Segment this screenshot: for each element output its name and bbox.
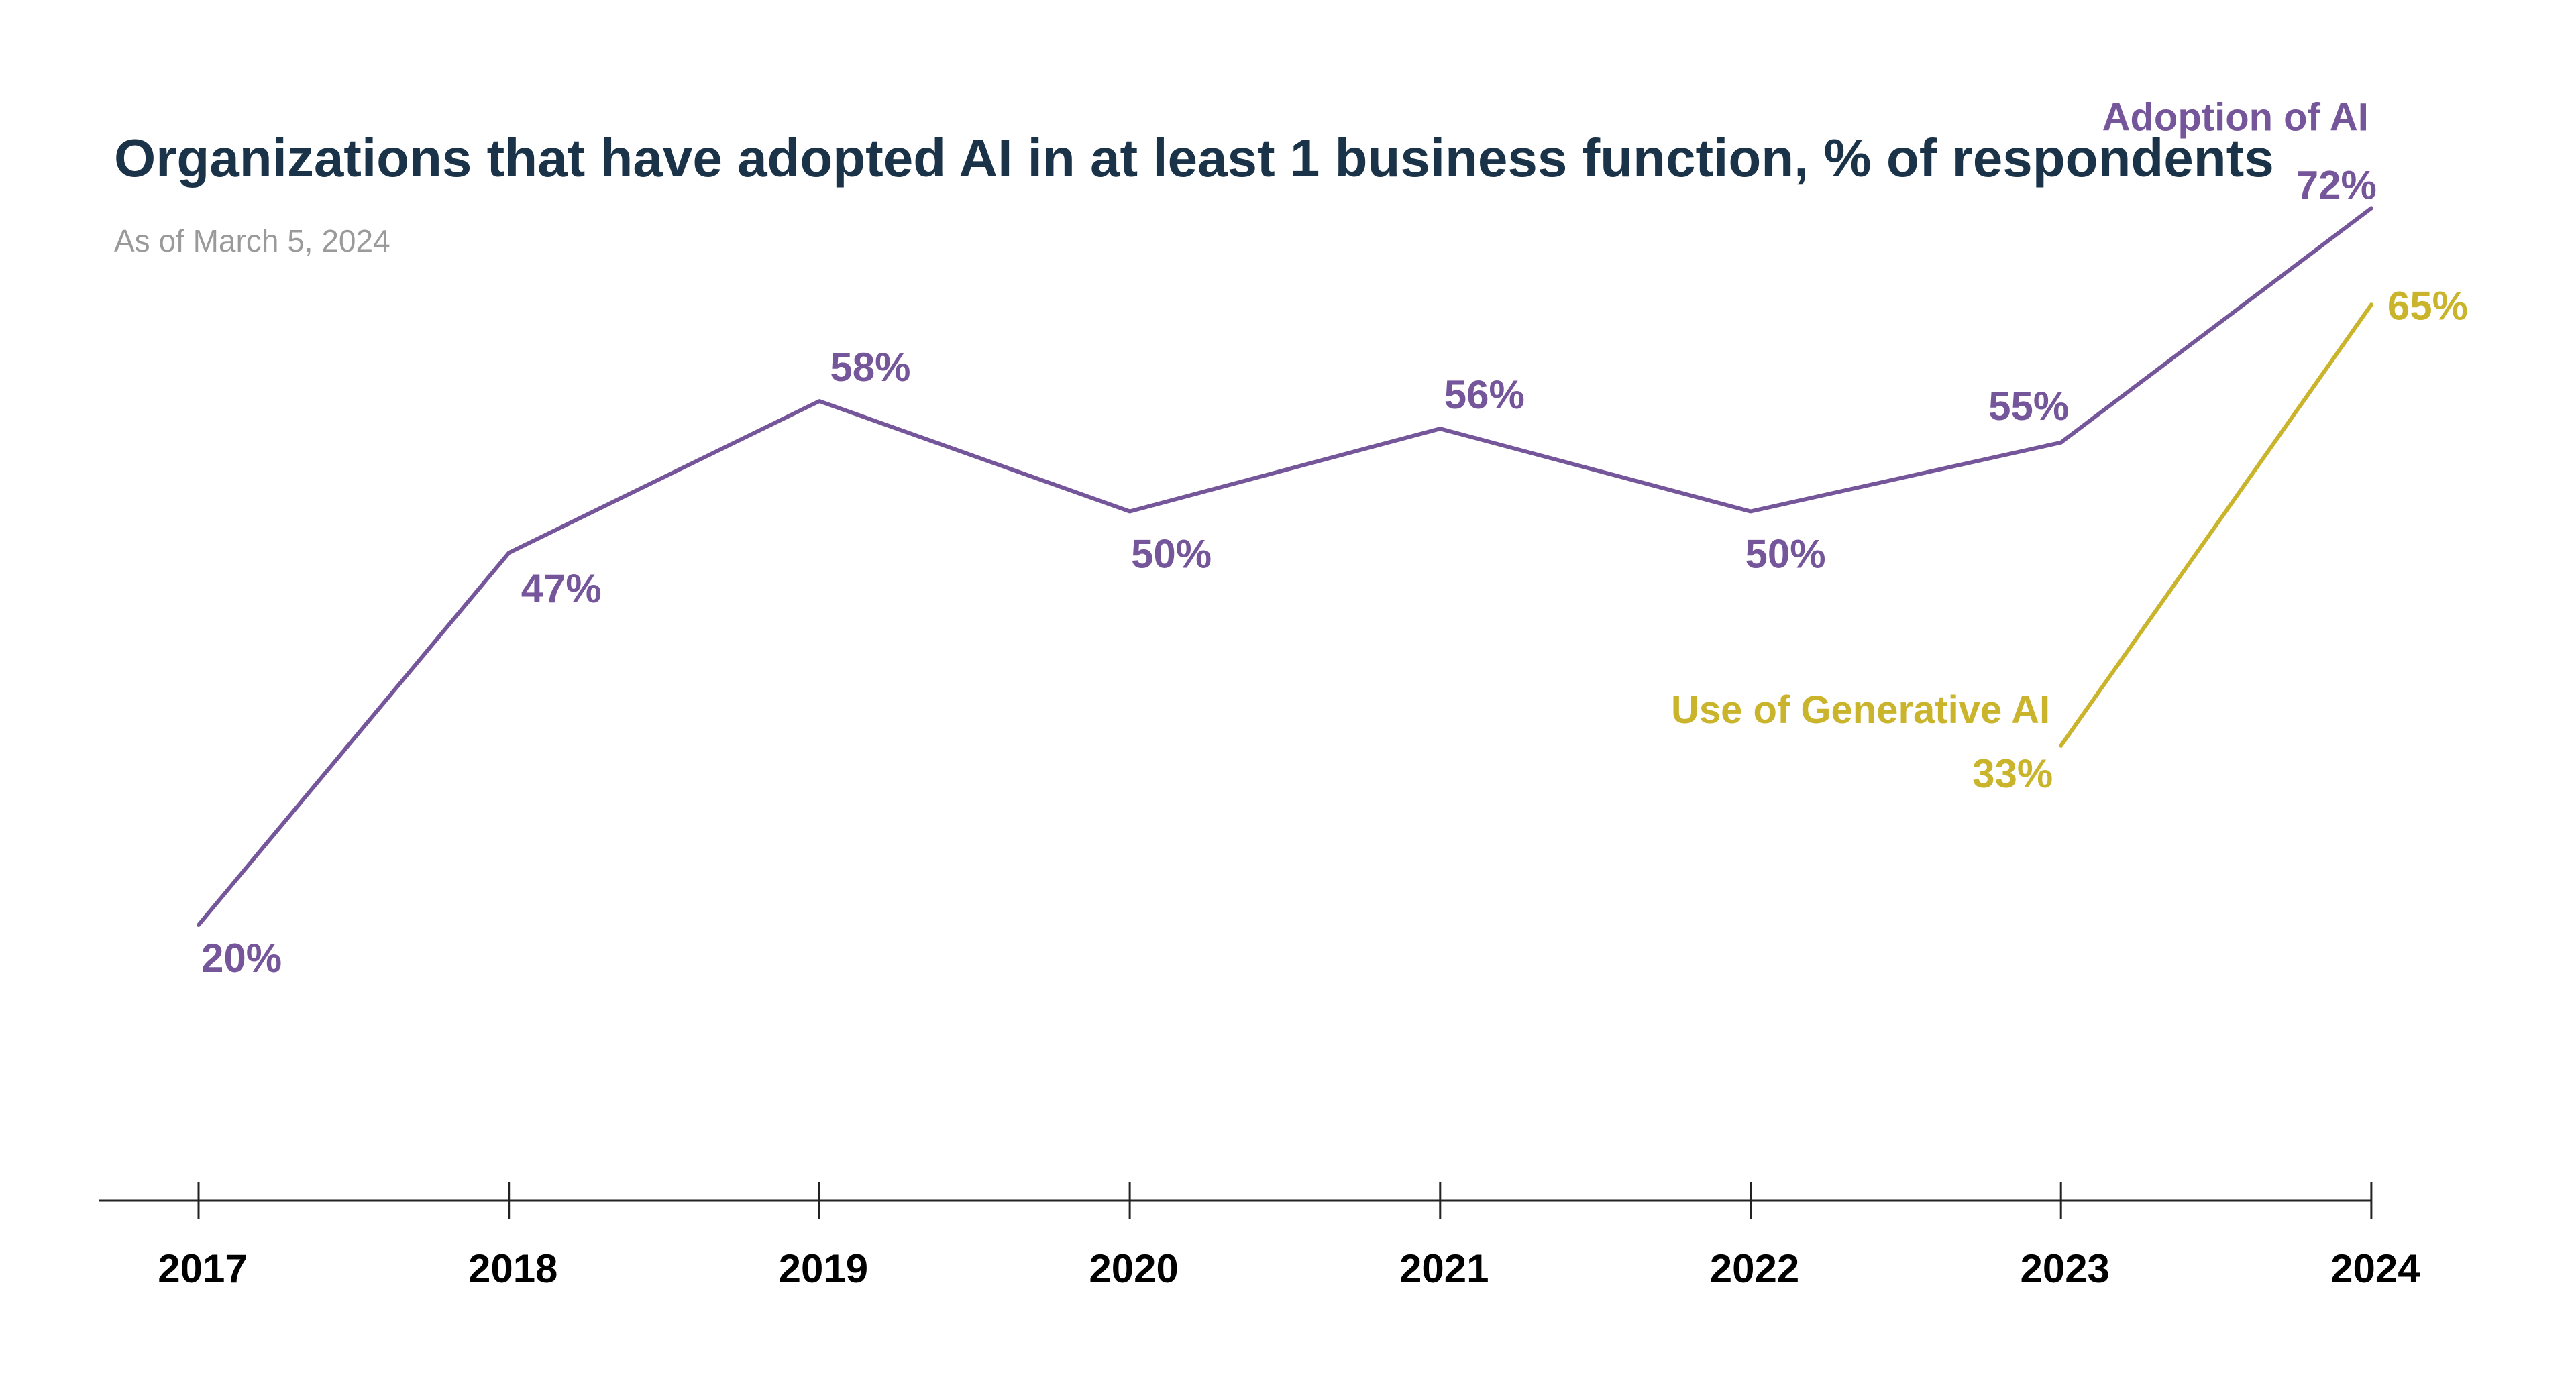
data-label: 56% (1444, 372, 1525, 417)
data-label: 58% (830, 345, 910, 390)
series-name-label: Adoption of AI (2102, 95, 2369, 139)
data-label: 20% (201, 936, 282, 981)
x-tick-label: 2023 (2020, 1246, 2109, 1291)
x-tick-label: 2018 (468, 1246, 557, 1291)
data-label: 65% (2387, 283, 2468, 328)
x-tick-label: 2022 (1710, 1246, 1799, 1291)
chart-title: Organizations that have adopted AI in at… (114, 128, 2274, 188)
x-tick-label: 2021 (1399, 1246, 1489, 1291)
data-labels: 20% 47% 58% 50% 56% 50% 55% 72% Adoption of AI 33… (201, 95, 2468, 981)
data-label: 33% (1972, 751, 2053, 796)
series-lines (197, 206, 2373, 927)
x-axis: 2017 2018 2019 2020 2021 2022 2023 2024 (99, 1182, 2420, 1291)
x-tick-label: 2017 (158, 1246, 247, 1291)
data-label: 55% (1988, 384, 2069, 429)
data-label: 72% (2296, 162, 2377, 207)
x-tick-label: 2020 (1089, 1246, 1178, 1291)
data-label: 47% (521, 566, 602, 611)
series-line-adoption-of-ai (197, 206, 2373, 927)
series-name-label: Use of Generative AI (1671, 688, 2050, 732)
x-tick-label: 2019 (779, 1246, 868, 1291)
data-label: 50% (1745, 532, 1825, 577)
data-label: 50% (1131, 532, 1212, 577)
chart-subtitle: As of March 5, 2024 (114, 223, 390, 258)
series-line-generative-ai (2059, 302, 2373, 748)
x-tick-label: 2024 (2330, 1246, 2420, 1291)
